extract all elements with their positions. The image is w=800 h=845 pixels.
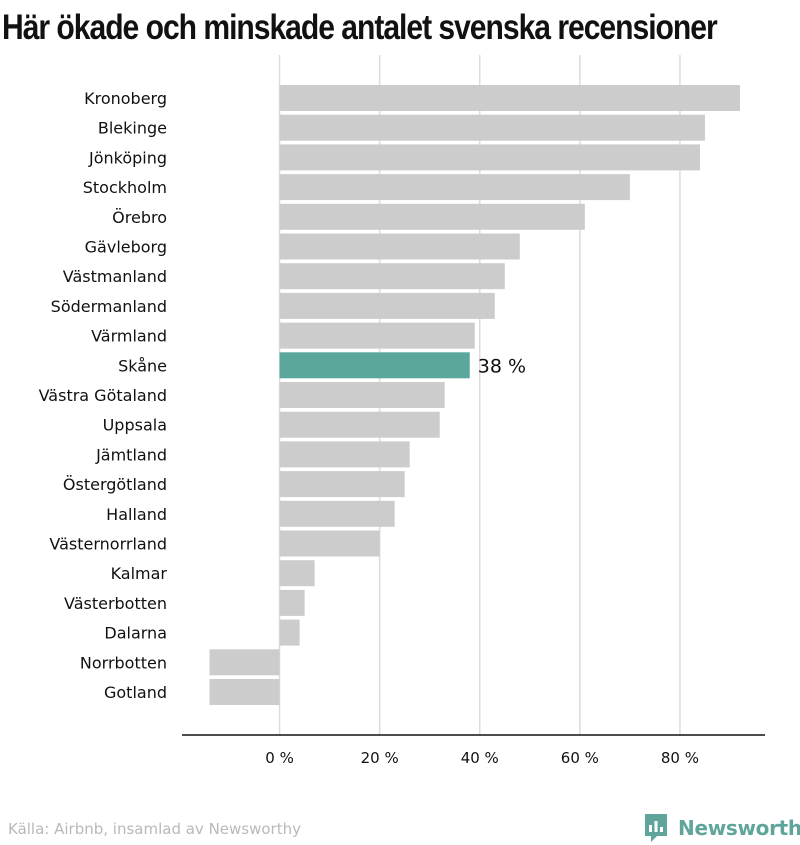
bar-södermanland (279, 292, 495, 319)
x-tick-label: 60 % (561, 749, 599, 767)
category-label: Blekinge (98, 119, 167, 138)
bar-gävleborg (279, 233, 520, 260)
category-label: Stockholm (83, 178, 167, 197)
category-label: Västernorrland (49, 535, 167, 554)
chart-title: Här ökade och minskade antalet svenska r… (2, 8, 718, 47)
bar-örebro (279, 203, 585, 230)
category-label: Skåne (118, 356, 167, 375)
value-labels: 38 % (478, 355, 526, 377)
bar-norrbotten (209, 649, 280, 676)
bar-kalmar (279, 560, 315, 587)
bar-västmanland (279, 263, 505, 290)
category-label: Jämtland (95, 445, 167, 464)
category-label: Dalarna (104, 624, 167, 643)
category-label: Västerbotten (64, 594, 167, 613)
category-label: Gotland (104, 683, 167, 702)
bar-jämtland (279, 441, 410, 468)
value-label: 38 % (478, 355, 526, 377)
category-label: Västmanland (63, 267, 167, 286)
bar-gotland (209, 679, 280, 705)
category-label: Halland (106, 505, 167, 524)
bar-halland (279, 500, 395, 527)
bar-värmland (279, 322, 475, 349)
bar-blekinge (279, 114, 705, 141)
x-tick-label: 0 % (265, 749, 294, 767)
bar-västra-götaland (279, 382, 445, 408)
x-tick-label: 40 % (461, 749, 499, 767)
category-labels: Kronoberg Blekinge Jönköping Stockholm Örebr… (39, 89, 168, 702)
x-tick-labels: 0 % 20 % 40 % 60 % 80 % (265, 749, 699, 767)
brand-logo[interactable]: Newsworthy (643, 812, 800, 844)
bar-kronoberg (279, 85, 740, 111)
bar-dalarna (279, 619, 300, 646)
category-label: Jönköping (88, 148, 167, 167)
category-label: Kalmar (111, 564, 168, 583)
category-label: Södermanland (51, 297, 167, 316)
bar-uppsala (279, 411, 440, 438)
bar-jönköping (279, 144, 700, 171)
x-tick-label: 20 % (361, 749, 399, 767)
bar-skåne (279, 352, 470, 379)
source-note: Källa: Airbnb, insamlad av Newsworthy (8, 820, 301, 838)
category-label: Värmland (91, 327, 167, 346)
bar-västernorrland (279, 530, 380, 557)
category-label: Örebro (112, 208, 167, 227)
category-label: Östergötland (63, 475, 167, 494)
brand-name: Newsworthy (678, 816, 800, 840)
category-label: Kronoberg (84, 89, 167, 108)
bar-västerbotten (279, 589, 305, 616)
bars (209, 85, 740, 705)
x-tick-label: 80 % (661, 749, 699, 767)
bar-östergötland (279, 471, 405, 498)
bar-chart: Kronoberg Blekinge Jönköping Stockholm Örebr… (39, 55, 765, 767)
category-label: Gävleborg (85, 238, 167, 257)
newsworthy-logo-icon (645, 814, 667, 842)
category-label: Uppsala (103, 416, 167, 435)
bar-stockholm (279, 174, 630, 201)
category-label: Västra Götaland (39, 386, 167, 405)
category-label: Norrbotten (80, 653, 167, 672)
